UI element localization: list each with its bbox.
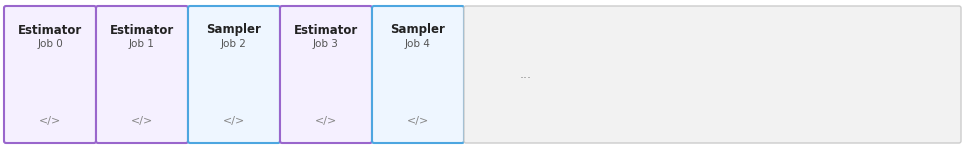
Text: </>: </> bbox=[39, 116, 61, 126]
Text: Job 1: Job 1 bbox=[129, 39, 155, 49]
Text: Estimator: Estimator bbox=[18, 24, 82, 37]
Text: Job 0: Job 0 bbox=[37, 39, 63, 49]
FancyBboxPatch shape bbox=[280, 6, 372, 143]
FancyBboxPatch shape bbox=[372, 6, 464, 143]
Text: Job 3: Job 3 bbox=[313, 39, 339, 49]
FancyBboxPatch shape bbox=[4, 6, 96, 143]
FancyBboxPatch shape bbox=[188, 6, 280, 143]
Text: Sampler: Sampler bbox=[207, 24, 262, 37]
Text: Job 2: Job 2 bbox=[221, 39, 247, 49]
Text: </>: </> bbox=[223, 116, 245, 126]
FancyBboxPatch shape bbox=[464, 6, 961, 143]
Text: </>: </> bbox=[131, 116, 153, 126]
Text: Estimator: Estimator bbox=[110, 24, 174, 37]
Text: Job 4: Job 4 bbox=[405, 39, 431, 49]
FancyBboxPatch shape bbox=[96, 6, 188, 143]
Text: </>: </> bbox=[407, 116, 429, 126]
Text: ...: ... bbox=[520, 68, 532, 81]
Text: Estimator: Estimator bbox=[294, 24, 358, 37]
Text: Sampler: Sampler bbox=[391, 24, 446, 37]
Text: </>: </> bbox=[315, 116, 337, 126]
